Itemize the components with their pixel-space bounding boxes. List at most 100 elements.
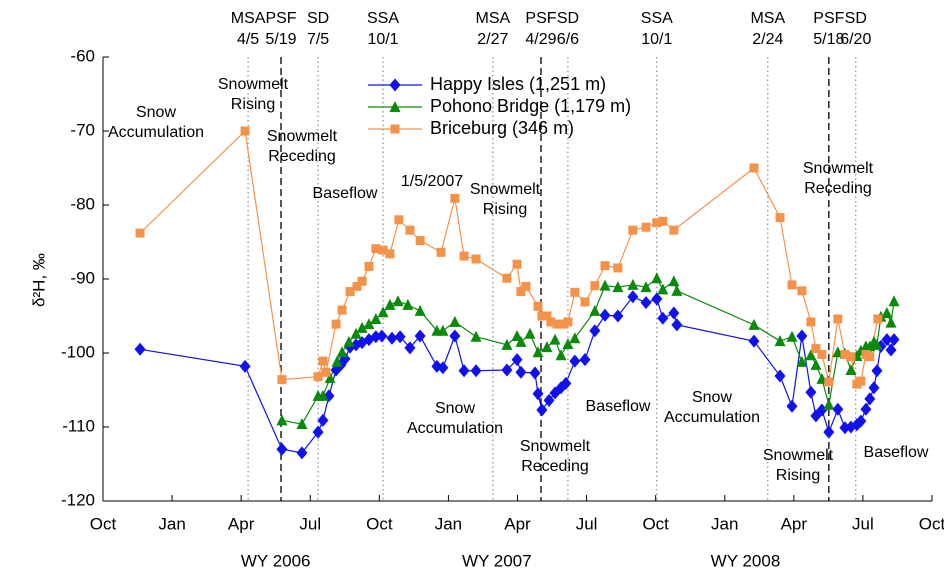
x-tick-label: Apr xyxy=(781,514,808,533)
annotation: Accumulation xyxy=(664,409,760,426)
marker-square xyxy=(865,352,875,362)
event-date: 6/6 xyxy=(557,31,579,48)
marker-triangle xyxy=(748,318,760,330)
marker-square xyxy=(318,356,328,366)
marker-square xyxy=(811,344,821,354)
marker-triangle xyxy=(786,330,798,342)
marker-square xyxy=(542,311,552,321)
event-label: SD xyxy=(307,10,329,27)
marker-square xyxy=(521,281,531,291)
marker-square xyxy=(563,317,573,327)
marker-diamond xyxy=(317,413,329,427)
event-date: 2/27 xyxy=(477,31,508,48)
marker-diamond xyxy=(651,292,663,306)
marker-triangle xyxy=(823,398,835,410)
marker-diamond xyxy=(312,425,324,439)
marker-diamond xyxy=(437,361,449,375)
annotation: Baseflow xyxy=(586,398,651,415)
event-label: MSA xyxy=(750,10,785,27)
marker-triangle xyxy=(515,335,527,347)
marker-square xyxy=(135,228,145,238)
marker-square xyxy=(516,287,526,297)
marker-diamond xyxy=(881,333,893,347)
annotation: 1/5/2007 xyxy=(401,173,463,190)
marker-diamond xyxy=(449,329,461,343)
x-tick-label: Jan xyxy=(435,514,462,533)
marker-diamond xyxy=(599,308,611,322)
x-tick-label: Oct xyxy=(642,514,669,533)
marker-diamond xyxy=(589,324,601,338)
marker-square xyxy=(846,352,856,362)
event-date: 7/5 xyxy=(307,31,329,48)
marker-triangle xyxy=(774,335,786,347)
marker-square xyxy=(471,254,481,264)
marker-triangle xyxy=(549,333,561,345)
annotation: Receding xyxy=(268,148,336,165)
y-tick-label: -120 xyxy=(61,490,95,509)
event-label: PSF xyxy=(525,10,556,27)
marker-triangle xyxy=(377,306,389,318)
marker-diamond xyxy=(389,78,401,92)
marker-square xyxy=(502,273,512,283)
annotation: Baseflow xyxy=(313,185,378,202)
marker-triangle xyxy=(881,307,893,319)
marker-diamond xyxy=(786,399,798,413)
marker-square xyxy=(873,314,883,324)
marker-triangle xyxy=(437,324,449,336)
x-tick-label: Jul xyxy=(299,514,321,533)
marker-diamond xyxy=(296,446,308,460)
marker-diamond xyxy=(560,376,572,390)
annotation: Snowmelt xyxy=(520,438,591,455)
marker-triangle xyxy=(449,315,461,327)
marker-diamond xyxy=(885,343,897,357)
marker-triangle xyxy=(276,414,288,426)
marker-triangle xyxy=(541,341,553,353)
marker-square xyxy=(669,225,679,235)
marker-triangle xyxy=(392,295,404,307)
marker-square xyxy=(797,286,807,296)
marker-square xyxy=(833,314,843,324)
marker-square xyxy=(628,225,638,235)
marker-square xyxy=(331,319,341,329)
marker-square xyxy=(385,249,395,259)
event-date: 2/24 xyxy=(752,31,783,48)
marker-square xyxy=(364,261,374,271)
x-tick-label: Jul xyxy=(576,514,598,533)
marker-diamond xyxy=(394,330,406,344)
marker-diamond xyxy=(529,366,541,380)
marker-triangle xyxy=(640,281,652,293)
marker-square xyxy=(394,215,404,225)
marker-triangle xyxy=(796,355,808,367)
marker-triangle xyxy=(356,321,368,333)
marker-diamond xyxy=(640,296,652,310)
marker-square xyxy=(613,263,623,273)
annotation: Snow xyxy=(136,104,176,121)
marker-triangle xyxy=(363,318,375,330)
y-axis-label: δ²H, ‰ xyxy=(29,253,48,307)
marker-diamond xyxy=(671,318,683,332)
marker-square xyxy=(533,301,543,311)
marker-square xyxy=(277,375,287,385)
marker-diamond xyxy=(470,364,482,378)
x-tick-label: Oct xyxy=(366,514,393,533)
marker-triangle xyxy=(524,327,536,339)
marker-square xyxy=(345,287,355,297)
marker-diamond xyxy=(796,329,808,343)
marker-square xyxy=(537,311,547,321)
marker-triangle xyxy=(331,355,343,367)
marker-square xyxy=(337,305,347,315)
marker-square xyxy=(600,261,610,271)
marker-triangle xyxy=(599,279,611,291)
marker-square xyxy=(436,247,446,257)
annotation: Accumulation xyxy=(108,124,204,141)
marker-diamond xyxy=(612,309,624,323)
marker-square xyxy=(840,349,850,359)
marker-triangle xyxy=(389,101,401,112)
marker-diamond xyxy=(134,342,146,356)
event-label: SSA xyxy=(641,10,673,27)
marker-square xyxy=(817,349,827,359)
marker-diamond xyxy=(276,442,288,456)
event-date: 10/1 xyxy=(641,31,672,48)
marker-triangle xyxy=(350,327,362,339)
marker-diamond xyxy=(855,414,867,428)
